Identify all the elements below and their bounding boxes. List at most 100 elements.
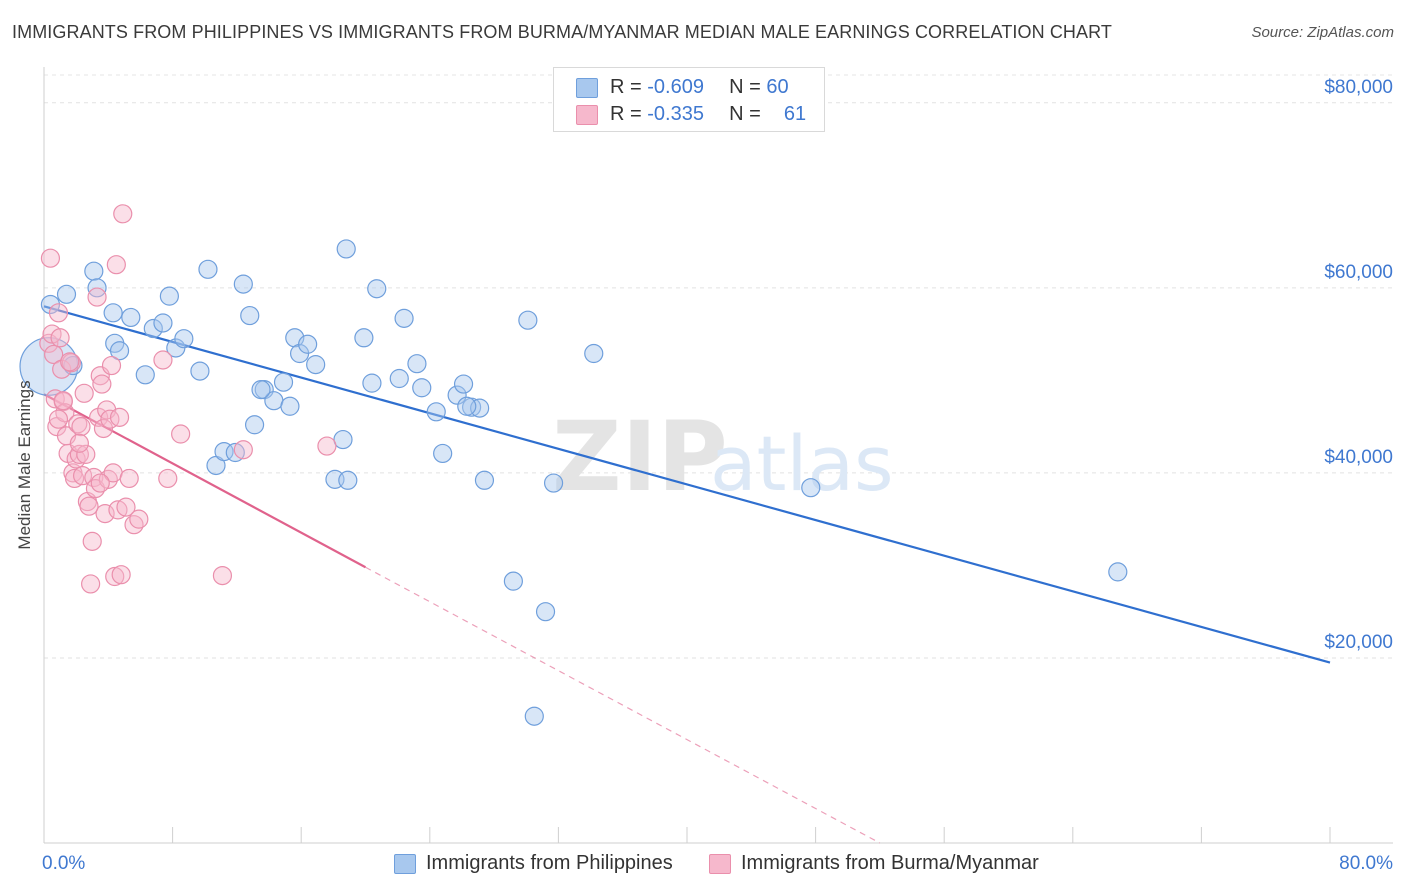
point-blue-41	[412, 378, 432, 398]
x-tick-label-max: 80.0%	[1339, 853, 1393, 874]
series-legend: Immigrants from Philippines Immigrants f…	[0, 850, 1406, 880]
point-pink-13	[61, 353, 81, 373]
point-blue-52	[543, 473, 564, 493]
point-blue-30	[298, 334, 318, 354]
point-pink-60	[69, 433, 89, 453]
point-pink-19	[71, 417, 91, 437]
y-tick-label-3: $80,000	[1324, 77, 1393, 98]
point-blue-9	[121, 307, 141, 328]
trend-line-pink	[43, 393, 367, 569]
r-value-burma: -0.335	[647, 103, 704, 125]
n-value-philippines: 60	[766, 76, 789, 98]
point-pink-53	[233, 440, 253, 460]
points-layer	[19, 204, 1128, 726]
axis-layer	[43, 67, 1393, 844]
point-blue-45	[453, 374, 474, 394]
n-label: N =	[729, 103, 761, 125]
chart-title: IMMIGRANTS FROM PHILIPPINES VS IMMIGRANT…	[12, 22, 1112, 42]
point-blue-31	[306, 355, 326, 375]
point-pink-24	[81, 574, 101, 594]
point-blue-22	[240, 305, 260, 326]
point-pink-59	[53, 391, 73, 411]
point-pink-25	[82, 531, 102, 551]
point-pink-22	[76, 444, 96, 464]
point-pink-43	[111, 565, 131, 585]
point-blue-50	[518, 310, 538, 330]
point-blue-55	[1108, 562, 1128, 582]
point-pink-17	[68, 414, 88, 434]
point-blue-51	[524, 706, 544, 726]
n-label: N =	[729, 76, 761, 98]
legend-swatch-philippines	[576, 78, 598, 98]
point-blue-49	[503, 571, 523, 591]
point-pink-57	[79, 496, 99, 516]
point-blue-13	[159, 286, 179, 306]
point-blue-44	[447, 385, 467, 405]
point-pink-54	[317, 436, 337, 456]
point-blue-16	[190, 361, 210, 381]
point-pink-46	[119, 468, 139, 489]
point-pink-50	[158, 468, 178, 489]
point-blue-10	[135, 365, 155, 385]
point-blue-58	[338, 470, 358, 490]
point-blue-15	[174, 329, 194, 349]
point-blue-54	[801, 478, 821, 498]
y-tick-label-0: $20,000	[1324, 632, 1393, 653]
point-blue-38	[389, 368, 409, 389]
point-blue-56	[535, 602, 556, 622]
tick-labels: $20,000 $40,000 $60,000 $80,000 0.0% 80.0%	[42, 77, 1393, 874]
point-blue-37	[367, 279, 387, 299]
point-pink-18	[69, 444, 89, 464]
point-blue-27	[280, 396, 300, 416]
y-tick-label-2: $60,000	[1324, 262, 1393, 283]
watermark-atlas: atlas	[710, 419, 894, 508]
point-blue-59	[251, 380, 271, 400]
point-pink-44	[113, 204, 133, 224]
point-pink-32	[93, 418, 114, 439]
correlation-legend: R = -0.609 N = 60 R = -0.335 N = 61	[553, 67, 825, 132]
trend-line-blue	[43, 305, 1331, 664]
watermark: ZIP atlas	[552, 401, 894, 513]
legend-label-philippines: Immigrants from Philippines	[426, 852, 673, 874]
trend-layer	[43, 305, 1331, 844]
source-credit: Source: ZipAtlas.com	[1251, 24, 1394, 41]
point-pink-42	[109, 407, 130, 427]
point-pink-6	[48, 303, 69, 323]
point-pink-1	[40, 248, 61, 268]
point-blue-48	[474, 470, 495, 490]
point-pink-39	[105, 566, 125, 587]
watermark-zip: ZIP	[552, 401, 728, 513]
point-blue-8	[109, 341, 130, 361]
point-pink-55	[60, 352, 80, 372]
point-blue-6	[103, 303, 123, 323]
legend-label-burma: Immigrants from Burma/Myanmar	[741, 852, 1039, 874]
point-blue-21	[233, 274, 253, 294]
point-blue-39	[394, 308, 414, 328]
point-pink-52	[212, 565, 233, 586]
point-pink-21	[74, 383, 94, 403]
r-label: R =	[610, 76, 642, 98]
point-pink-8	[52, 359, 72, 379]
grid-layer	[44, 74, 1393, 659]
y-tick-label-1: $40,000	[1324, 447, 1393, 468]
point-blue-34	[336, 239, 356, 259]
point-pink-49	[153, 350, 173, 370]
point-blue-36	[362, 373, 382, 393]
point-pink-58	[90, 473, 110, 493]
r-label: R =	[610, 103, 642, 125]
y-axis-title: Median Male Earnings	[15, 380, 34, 549]
point-pink-37	[101, 355, 122, 376]
point-pink-36	[100, 409, 120, 429]
point-pink-51	[171, 424, 191, 444]
point-blue-1	[40, 294, 61, 315]
r-value-philippines: -0.609	[647, 76, 704, 98]
point-blue-33	[333, 429, 353, 450]
legend-swatch-philippines	[394, 854, 416, 874]
trend-extension-pink	[365, 566, 881, 844]
point-pink-48	[129, 509, 149, 529]
point-pink-45	[116, 497, 136, 517]
point-blue-42	[426, 402, 446, 422]
point-blue-57	[457, 396, 477, 416]
legend-swatch-burma	[576, 105, 598, 125]
point-blue-23	[244, 415, 265, 435]
